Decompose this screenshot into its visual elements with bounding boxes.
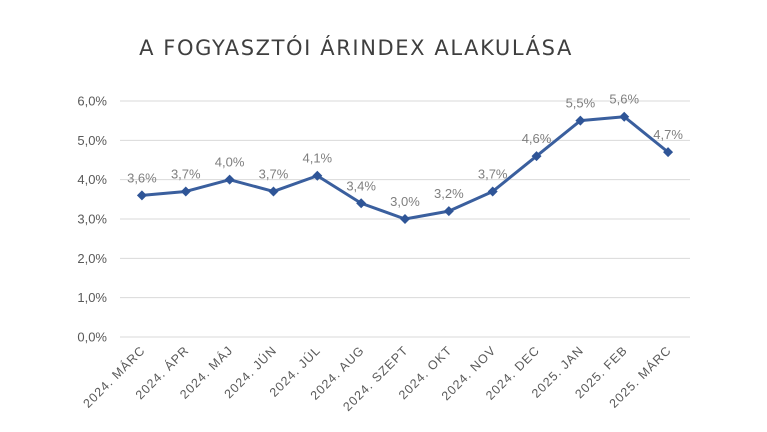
data-point-marker xyxy=(531,151,542,162)
data-label: 4,0% xyxy=(215,155,245,170)
data-label: 3,7% xyxy=(259,166,289,181)
data-point-marker xyxy=(224,174,235,185)
data-labels: 3,6% 3,7% 4,0% 3,7% 4,1% 3,4% 3,0% 3,2% 3,7% 4,6%… xyxy=(127,92,683,209)
data-label: 3,4% xyxy=(346,178,376,193)
data-point-marker xyxy=(663,147,674,158)
data-point-marker xyxy=(312,170,323,181)
gridlines xyxy=(120,100,690,338)
data-point-marker xyxy=(487,186,498,197)
y-tick-label: 2,0% xyxy=(77,251,107,266)
data-point-marker xyxy=(356,198,367,209)
data-label: 5,5% xyxy=(566,96,596,111)
data-point-marker xyxy=(619,111,630,122)
data-label: 5,6% xyxy=(609,92,639,107)
y-tick-label: 6,0% xyxy=(77,94,107,109)
data-label: 3,0% xyxy=(390,194,420,209)
data-point-marker xyxy=(136,190,147,201)
y-tick-label: 5,0% xyxy=(77,133,107,148)
data-label: 4,6% xyxy=(522,131,552,146)
y-tick-label: 3,0% xyxy=(77,212,107,227)
chart-title: A FOGYASZTÓI ÁRINDEX ALAKULÁSA xyxy=(139,35,573,60)
data-label: 4,7% xyxy=(653,127,683,142)
y-tick-label: 1,0% xyxy=(77,290,107,305)
data-label: 3,6% xyxy=(127,170,157,185)
data-label: 3,7% xyxy=(478,166,508,181)
data-point-marker xyxy=(180,186,191,197)
data-point-marker xyxy=(400,214,410,224)
data-label: 4,1% xyxy=(302,151,332,166)
y-tick-label: 0,0% xyxy=(77,330,107,345)
data-label: 3,2% xyxy=(434,186,464,201)
data-point-marker xyxy=(575,115,586,126)
series-cpi xyxy=(136,111,674,224)
y-tick-label: 4,0% xyxy=(77,172,107,187)
data-point-marker xyxy=(443,206,454,217)
x-tick-label: 2024. MÁRC xyxy=(80,343,148,411)
data-label: 3,7% xyxy=(171,166,201,181)
data-point-marker xyxy=(268,186,279,197)
y-axis: 0,0% 1,0% 2,0% 3,0% 4,0% 5,0% 6,0% xyxy=(77,94,107,345)
